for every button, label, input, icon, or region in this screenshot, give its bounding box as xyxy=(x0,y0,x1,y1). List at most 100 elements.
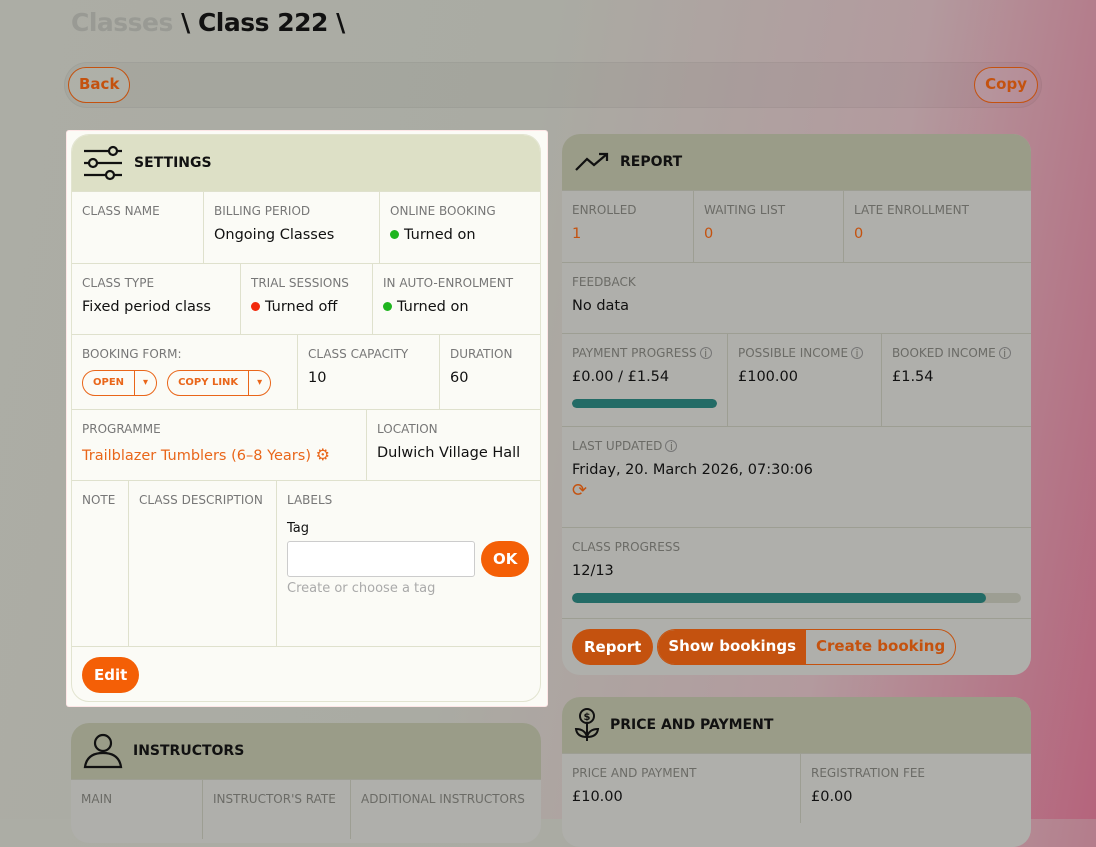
edit-button[interactable]: Edit xyxy=(82,657,140,693)
class-description-field: CLASS DESCRIPTION xyxy=(129,481,277,646)
booked-income-value: £1.54 xyxy=(892,369,934,385)
last-updated-label: LAST UPDATED xyxy=(572,439,663,453)
report-button[interactable]: Report xyxy=(572,629,654,665)
price-header: $ PRICE AND PAYMENT xyxy=(562,697,1031,753)
payment-progress-bar xyxy=(572,399,717,408)
labels-field: LABELS Tag OK Create or choose a tag xyxy=(277,481,540,646)
money-plant-icon: $ xyxy=(574,708,600,741)
page-title: Class 222 xyxy=(197,8,328,37)
last-updated-value: Friday, 20. March 2026, 07:30:06 xyxy=(572,462,813,478)
instructors-rate-label: INSTRUCTOR'S RATE xyxy=(213,792,336,806)
booked-income-label: BOOKED INCOME xyxy=(892,346,996,360)
auto-enrolment-value: Turned on xyxy=(397,299,469,315)
billing-period-value: Ongoing Classes xyxy=(214,227,335,243)
copy-link-split-button: COPY LINK ▾ xyxy=(167,370,272,396)
registration-fee-value: £0.00 xyxy=(811,789,853,805)
price-value: £10.00 xyxy=(572,789,623,805)
class-capacity-label: CLASS CAPACITY xyxy=(308,347,409,361)
class-description-label: CLASS DESCRIPTION xyxy=(139,493,263,507)
location-field: LOCATION Dulwich Village Hall xyxy=(367,410,540,480)
registration-fee-label: REGISTRATION FEE xyxy=(811,766,926,780)
breadcrumb-separator: \ xyxy=(327,8,345,37)
billing-period-label: BILLING PERIOD xyxy=(214,204,311,218)
ok-button[interactable]: OK xyxy=(481,541,530,577)
user-icon xyxy=(83,733,123,769)
price-title: PRICE AND PAYMENT xyxy=(610,717,774,733)
note-field: NOTE xyxy=(72,481,129,646)
online-booking-field: ONLINE BOOKING Turned on xyxy=(380,192,540,263)
instructors-card: INSTRUCTORS MAIN INSTRUCTOR'S RATE ADDIT… xyxy=(71,723,541,843)
refresh-icon[interactable]: ⟳ xyxy=(572,480,588,501)
instructors-title: INSTRUCTORS xyxy=(133,743,245,759)
info-icon[interactable]: i xyxy=(851,347,864,359)
show-bookings-button[interactable]: Show bookings xyxy=(658,630,807,664)
note-label: NOTE xyxy=(82,493,116,507)
tag-label: Tag xyxy=(287,521,310,536)
possible-income-label: POSSIBLE INCOME xyxy=(738,346,849,360)
copy-link-button[interactable]: COPY LINK xyxy=(178,377,239,388)
payment-progress-label: PAYMENT PROGRESS xyxy=(572,346,697,360)
status-dot-green xyxy=(390,230,399,239)
status-dot-green xyxy=(383,302,392,311)
info-icon[interactable]: i xyxy=(699,347,712,359)
enrolled-label: ENROLLED xyxy=(572,203,637,217)
waiting-list-label: WAITING LIST xyxy=(704,203,786,217)
report-title: REPORT xyxy=(620,154,683,170)
duration-label: DURATION xyxy=(450,347,513,361)
booking-form-field: BOOKING FORM: OPEN ▾ COPY LINK ▾ xyxy=(72,335,298,409)
class-type-field: CLASS TYPE Fixed period class xyxy=(72,264,241,334)
open-dropdown-icon[interactable]: ▾ xyxy=(134,371,156,395)
open-split-button: OPEN ▾ xyxy=(82,370,158,396)
sliders-icon xyxy=(84,145,122,181)
class-progress-label: CLASS PROGRESS xyxy=(572,540,681,554)
location-label: LOCATION xyxy=(377,422,438,436)
report-card: REPORT ENROLLED 1 WAITING LIST 0 LATE ENRO… xyxy=(562,134,1031,675)
trending-up-icon xyxy=(575,152,609,171)
additional-instructors-label: ADDITIONAL INSTRUCTORS xyxy=(361,792,525,806)
breadcrumb-classes-link[interactable]: Classes xyxy=(71,8,173,37)
open-button[interactable]: OPEN xyxy=(93,377,125,388)
class-progress-bar xyxy=(572,593,1021,603)
payment-progress-value: £0.00 / £1.54 xyxy=(572,369,670,385)
location-value: Dulwich Village Hall xyxy=(377,445,521,461)
back-button[interactable]: Back xyxy=(68,67,131,103)
main-label: MAIN xyxy=(81,792,113,806)
settings-card: SETTINGS CLASS NAME BILLING PERIOD Ongoin… xyxy=(71,134,541,702)
programme-field: PROGRAMME Trailblazer Tumblers (6–8 Years… xyxy=(72,410,367,480)
trial-sessions-label: TRIAL SESSIONS xyxy=(251,276,349,290)
class-type-label: CLASS TYPE xyxy=(82,276,155,290)
class-capacity-value: 10 xyxy=(308,370,327,386)
online-booking-value: Turned on xyxy=(404,227,476,243)
svg-text:$: $ xyxy=(584,712,591,723)
late-enrollment-value[interactable]: 0 xyxy=(854,226,864,242)
feedback-value: No data xyxy=(572,298,629,314)
tag-hint: Create or choose a tag xyxy=(287,581,436,596)
copy-link-dropdown-icon[interactable]: ▾ xyxy=(248,371,270,395)
enrolled-value[interactable]: 1 xyxy=(572,226,582,242)
class-capacity-field: CLASS CAPACITY 10 xyxy=(298,335,440,409)
auto-enrolment-label: IN AUTO-ENROLMENT xyxy=(383,276,514,290)
class-type-value: Fixed period class xyxy=(82,299,211,315)
late-enrollment-label: LATE ENROLLMENT xyxy=(854,203,969,217)
auto-enrolment-field: IN AUTO-ENROLMENT Turned on xyxy=(373,264,540,334)
info-icon[interactable]: i xyxy=(998,347,1011,359)
duration-value: 60 xyxy=(450,370,469,386)
class-progress-value: 12/13 xyxy=(572,563,614,579)
settings-header: SETTINGS xyxy=(72,135,540,191)
report-header: REPORT xyxy=(562,134,1031,190)
gear-icon[interactable]: ⚙ xyxy=(315,445,330,464)
info-icon[interactable]: i xyxy=(665,440,678,452)
create-booking-button[interactable]: Create booking xyxy=(816,637,946,655)
settings-title: SETTINGS xyxy=(134,155,212,171)
toolbar: Back Copy xyxy=(64,62,1042,108)
instructors-header: INSTRUCTORS xyxy=(71,723,541,779)
programme-link[interactable]: Trailblazer Tumblers (6–8 Years) xyxy=(82,448,311,464)
class-name-label: CLASS NAME xyxy=(82,204,160,218)
trial-sessions-field: TRIAL SESSIONS Turned off xyxy=(241,264,373,334)
billing-period-field: BILLING PERIOD Ongoing Classes xyxy=(204,192,380,263)
copy-button[interactable]: Copy xyxy=(974,67,1038,103)
trial-sessions-value: Turned off xyxy=(265,299,338,315)
tag-input[interactable] xyxy=(287,541,475,577)
waiting-list-value[interactable]: 0 xyxy=(704,226,714,242)
feedback-label: FEEDBACK xyxy=(572,275,636,289)
